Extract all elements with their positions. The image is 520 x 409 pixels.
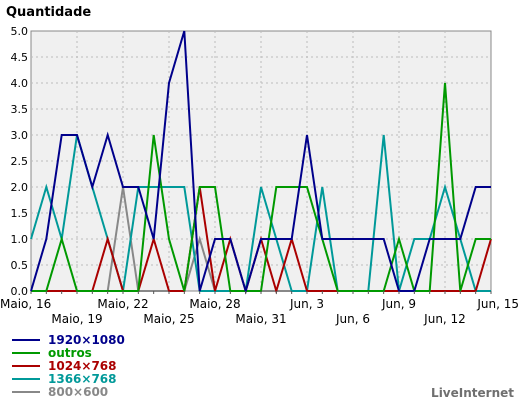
legend-label: 1920×1080	[48, 332, 125, 347]
x-tick-label: Maio, 22	[97, 297, 148, 311]
x-tick-label: Jun, 12	[423, 312, 466, 326]
x-tick-label: Maio, 25	[143, 312, 194, 326]
x-tick-label: Maio, 16	[0, 297, 51, 311]
legend-item: 1366×768	[12, 371, 125, 386]
y-tick-label: 3.5	[11, 103, 29, 116]
axes: 0.0 0.5 1.0 1.5 2.0 2.5 3.0 3.5 4.0 4.5 5.0 Maio, 1…	[0, 25, 519, 326]
legend-item: outros	[12, 345, 125, 360]
legend-label: 1024×768	[48, 358, 117, 373]
x-tick-label: Jun, 15	[476, 297, 519, 311]
y-tick-label: 4.0	[11, 77, 29, 90]
legend-label: 800×600	[48, 384, 109, 399]
grid	[31, 31, 491, 291]
legend-swatch	[12, 338, 40, 341]
y-tick-label: 3.0	[11, 129, 29, 142]
y-tick-label: 2.0	[11, 181, 29, 194]
legend-swatch	[12, 351, 40, 354]
y-axis-label: Quantidade	[6, 5, 91, 20]
y-tick-label: 5.0	[11, 25, 29, 38]
y-tick-label: 2.5	[11, 155, 29, 168]
y-tick-label: 4.5	[11, 51, 29, 64]
legend: 1920×1080 outros 1024×768 1366×768 800×600	[12, 332, 125, 399]
x-tick-label: Jun, 9	[381, 297, 416, 311]
y-tick-label: 0.5	[11, 259, 29, 272]
x-tick-label: Maio, 31	[235, 312, 286, 326]
y-tick-label: 0.0	[11, 285, 29, 298]
legend-label: outros	[48, 345, 92, 360]
legend-item: 800×600	[12, 384, 125, 399]
legend-swatch	[12, 390, 40, 393]
legend-label: 1366×768	[48, 371, 117, 386]
legend-swatch	[12, 364, 40, 367]
y-tick-label: 1.5	[11, 207, 29, 220]
legend-item: 1920×1080	[12, 332, 125, 347]
legend-swatch	[12, 377, 40, 380]
x-tick-label: Jun, 3	[289, 297, 324, 311]
x-tick-label: Maio, 28	[189, 297, 240, 311]
x-tick-label: Maio, 19	[51, 312, 102, 326]
legend-item: 1024×768	[12, 358, 125, 373]
y-tick-label: 1.0	[11, 233, 29, 246]
x-tick-label: Jun, 6	[335, 312, 370, 326]
watermark-text: LiveInternet	[431, 386, 514, 400]
